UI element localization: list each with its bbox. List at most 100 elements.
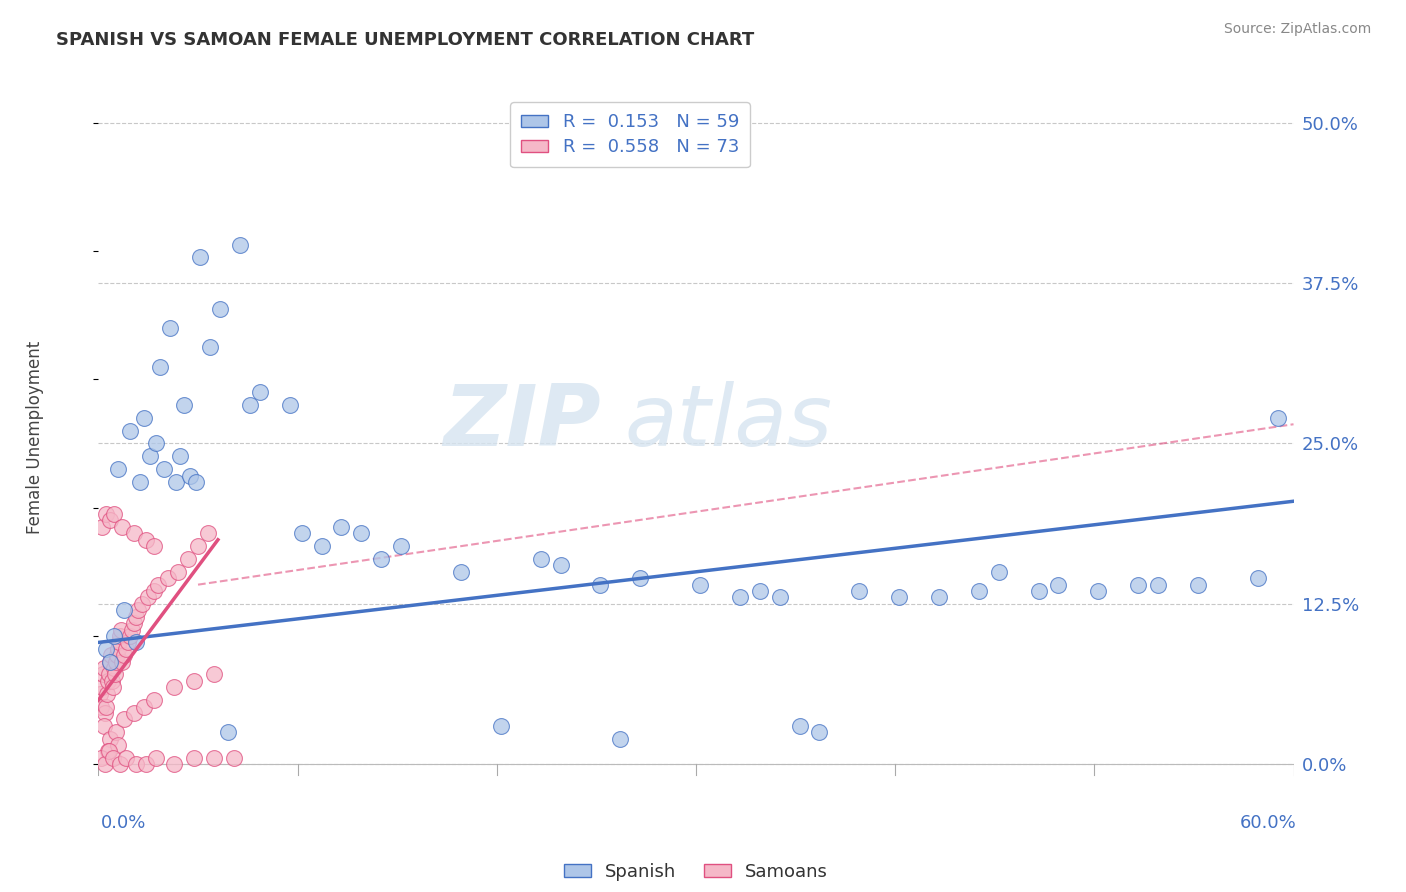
Point [96, 687, 118, 701]
Point [94, 757, 117, 772]
Point [173, 398, 195, 412]
Point [1028, 584, 1050, 599]
Text: Female Unemployment: Female Unemployment [27, 341, 44, 533]
Point [143, 584, 166, 599]
Point [93, 719, 115, 733]
Point [967, 584, 990, 599]
Text: SPANISH VS SAMOAN FEMALE UNEMPLOYMENT CORRELATION CHART: SPANISH VS SAMOAN FEMALE UNEMPLOYMENT CO… [56, 31, 755, 49]
Point [157, 571, 180, 585]
Point [112, 603, 135, 617]
Point [107, 738, 129, 752]
Point [115, 641, 138, 656]
Point [450, 565, 472, 579]
Point [96, 641, 118, 656]
Point [149, 359, 172, 374]
Point [208, 301, 231, 316]
Point [188, 251, 211, 265]
Point [125, 757, 148, 772]
Point [134, 410, 156, 425]
Point [134, 699, 156, 714]
Point [187, 539, 209, 553]
Point [222, 751, 245, 765]
Point [1147, 577, 1170, 591]
Point [808, 725, 831, 739]
Point [1087, 584, 1109, 599]
Point [609, 731, 631, 746]
Text: Source: ZipAtlas.com: Source: ZipAtlas.com [1223, 22, 1371, 37]
Point [165, 475, 187, 489]
Point [529, 552, 551, 566]
Point [217, 725, 239, 739]
Point [139, 450, 162, 464]
Point [108, 635, 131, 649]
Point [96, 507, 118, 521]
Text: ZIP: ZIP [443, 381, 600, 464]
Point [183, 751, 205, 765]
Point [121, 623, 143, 637]
Legend: Spanish, Samoans: Spanish, Samoans [557, 855, 835, 888]
Point [101, 673, 124, 688]
Point [131, 597, 153, 611]
Point [98, 667, 121, 681]
Point [125, 635, 148, 649]
Point [103, 629, 125, 643]
Text: 60.0%: 60.0% [1240, 814, 1296, 831]
Point [769, 591, 792, 605]
Point [148, 577, 170, 591]
Point [103, 507, 125, 521]
Point [98, 514, 122, 528]
Text: 0.0%: 0.0% [101, 814, 146, 831]
Point [129, 475, 152, 489]
Point [111, 655, 134, 669]
Point [91, 681, 114, 695]
Point [91, 520, 114, 534]
Point [96, 699, 118, 714]
Point [197, 526, 219, 541]
Point [93, 667, 115, 681]
Point [311, 539, 333, 553]
Point [628, 571, 651, 585]
Point [112, 712, 135, 726]
Point [124, 616, 146, 631]
Point [330, 520, 353, 534]
Point [928, 591, 950, 605]
Point [104, 667, 127, 681]
Point [97, 744, 120, 758]
Point [728, 591, 751, 605]
Point [889, 591, 911, 605]
Point [159, 321, 181, 335]
Point [111, 520, 134, 534]
Point [97, 673, 120, 688]
Point [1267, 410, 1289, 425]
Point [98, 655, 122, 669]
Point [183, 673, 205, 688]
Point [103, 681, 125, 695]
Point [239, 398, 262, 412]
Point [90, 751, 112, 765]
Point [153, 462, 176, 476]
Point [179, 468, 201, 483]
Point [135, 757, 157, 772]
Point [98, 744, 121, 758]
Point [107, 641, 129, 656]
Point [125, 609, 148, 624]
Point [489, 719, 512, 733]
Point [110, 623, 132, 637]
Point [278, 398, 301, 412]
Point [120, 424, 142, 438]
Point [124, 526, 146, 541]
Point [389, 539, 412, 553]
Point [127, 603, 149, 617]
Point [249, 385, 271, 400]
Point [350, 526, 373, 541]
Point [105, 725, 128, 739]
Point [110, 629, 132, 643]
Point [124, 706, 146, 720]
Point [120, 629, 142, 643]
Point [98, 731, 122, 746]
Point [103, 661, 125, 675]
Point [589, 577, 612, 591]
Point [135, 533, 157, 547]
Point [550, 558, 572, 573]
Point [143, 693, 166, 707]
